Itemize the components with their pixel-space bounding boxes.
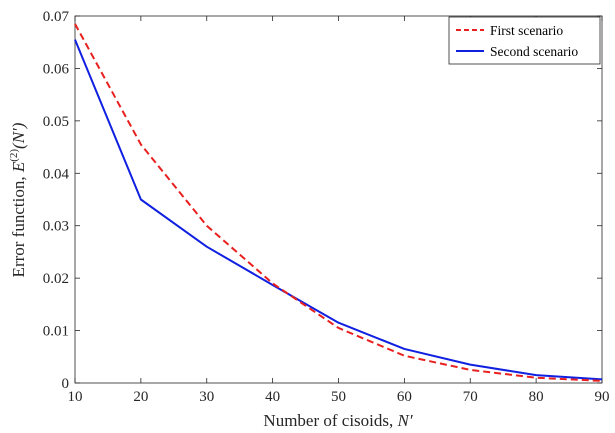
x-axis-label-var: N′ — [397, 411, 413, 430]
series-line-first-scenario — [74, 23, 603, 382]
y-tick-label: 0 — [62, 376, 70, 392]
x-tick-label: 90 — [595, 389, 610, 405]
y-axis-label-arg: (N′) — [9, 122, 28, 149]
y-tick-label: 0.05 — [43, 114, 69, 130]
x-tick-label: 10 — [68, 389, 83, 405]
legend: First scenario Second scenario — [448, 16, 601, 65]
y-tick-label: 0.04 — [43, 166, 70, 182]
x-tick-label: 80 — [529, 389, 544, 405]
y-axis-label-sup: (2) — [8, 149, 20, 162]
y-tick-label: 0.06 — [43, 61, 70, 77]
x-tick-label: 30 — [199, 389, 214, 405]
legend-label-second-scenario: Second scenario — [490, 44, 578, 59]
y-tick-label: 0.01 — [43, 324, 69, 340]
y-tick-label: 0.02 — [43, 271, 69, 287]
y-axis-label-text: Error function, — [9, 172, 28, 277]
y-axis-label: Error function, E(2)(N′) — [8, 122, 28, 277]
y-tick-label: 0.03 — [43, 219, 69, 235]
x-tick-label: 20 — [133, 389, 148, 405]
series-layer — [74, 23, 603, 382]
x-tick-label: 60 — [397, 389, 412, 405]
x-axis-label: Number of cisoids, N′ — [263, 411, 412, 430]
x-tick-label: 70 — [463, 389, 478, 405]
y-axis-label-var: E — [9, 161, 28, 173]
x-axis-label-text: Number of cisoids, — [263, 411, 397, 430]
x-tick-label: 40 — [265, 389, 280, 405]
y-tick-label: 0.07 — [43, 9, 70, 25]
x-tick-label: 50 — [331, 389, 346, 405]
series-line-second-scenario — [74, 39, 603, 381]
legend-box — [448, 16, 601, 65]
axis-ticks: 10 20 30 40 50 60 70 80 90 0 0.01 0.02 0.03 0.04 0.05 0… — [43, 9, 610, 405]
legend-label-first-scenario: First scenario — [490, 23, 563, 38]
